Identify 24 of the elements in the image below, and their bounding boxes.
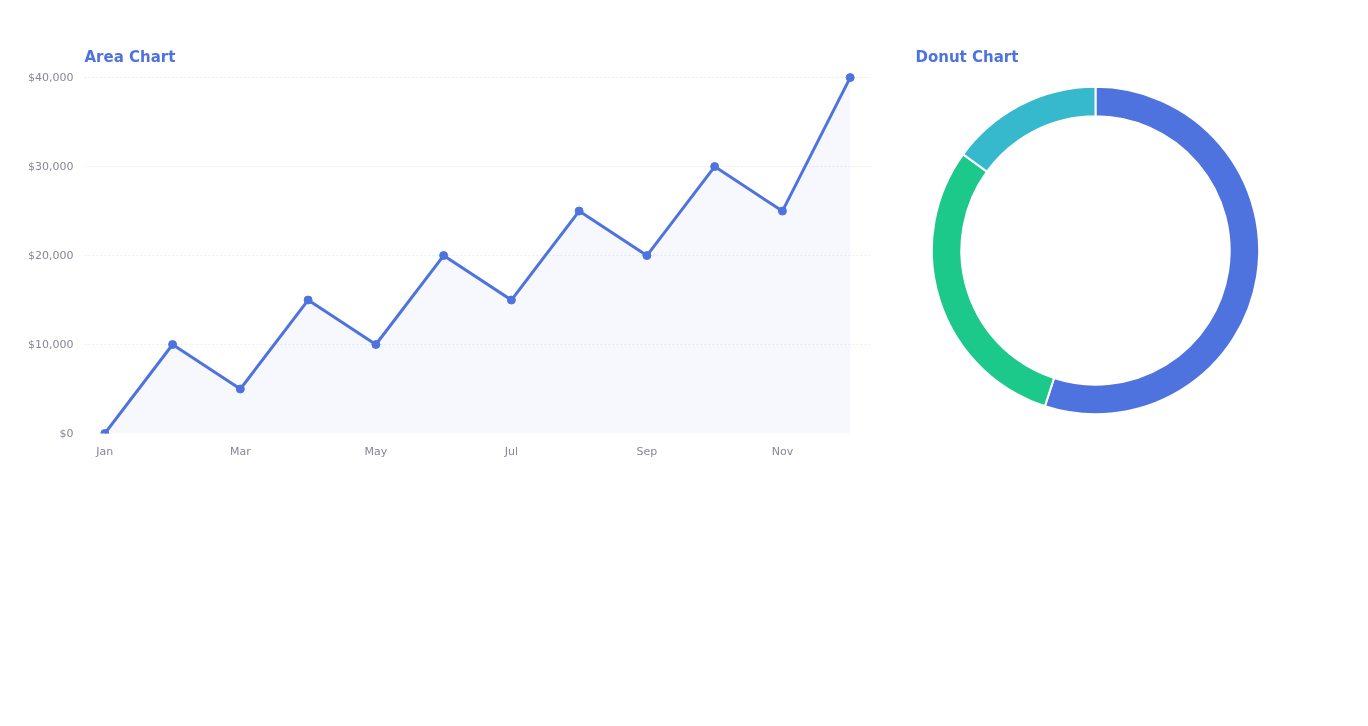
point <box>439 251 449 261</box>
chart-title: Donut Chart <box>915 47 1019 66</box>
x-tick-label: Sep <box>636 444 658 458</box>
point <box>506 295 516 305</box>
x-tick-label: Jan <box>95 444 114 458</box>
point <box>168 340 178 350</box>
chart-title: Area Chart <box>84 47 176 66</box>
y-tick-label: $40,000 <box>28 71 74 85</box>
point <box>642 251 652 261</box>
x-tick-label: Jul <box>503 444 519 458</box>
y-tick-label: $20,000 <box>28 249 74 263</box>
point <box>371 340 381 350</box>
point <box>303 295 313 305</box>
y-tick-label: $30,000 <box>28 160 74 174</box>
y-tick-label: $10,000 <box>28 338 74 352</box>
point <box>710 162 720 172</box>
point <box>777 206 787 216</box>
y-tick-label: $0 <box>59 427 74 440</box>
point <box>574 206 584 216</box>
point <box>235 384 245 394</box>
point <box>845 73 855 83</box>
x-tick-label: Nov <box>771 444 794 458</box>
x-tick-label: Mar <box>229 444 252 458</box>
x-tick-label: May <box>364 444 388 458</box>
